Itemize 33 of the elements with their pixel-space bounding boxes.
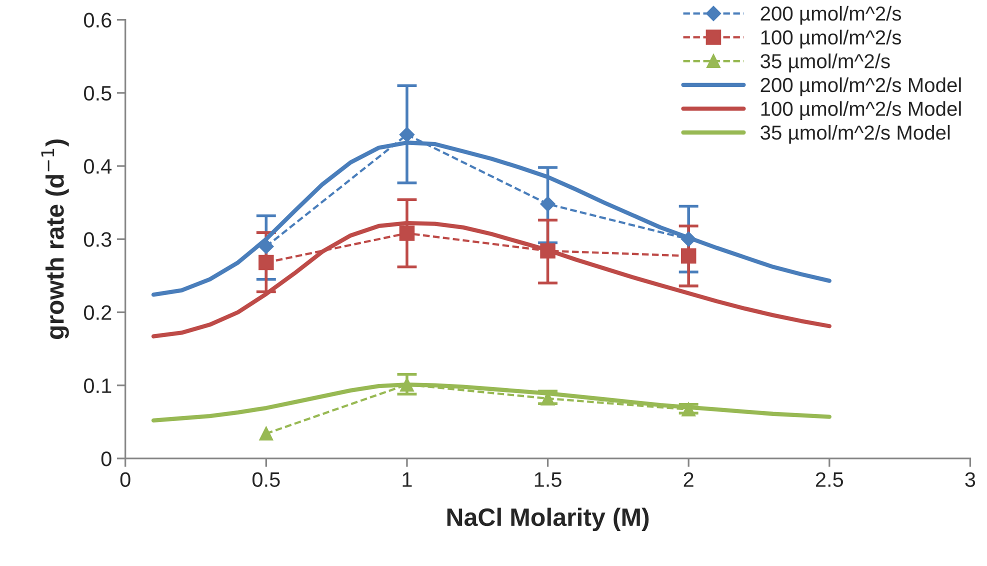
x-tick-label: 0: [120, 472, 130, 487]
point: [681, 232, 696, 247]
y-tick-label: 0: [101, 451, 112, 466]
point: [258, 238, 274, 254]
point: [540, 243, 556, 258]
point: [259, 426, 274, 441]
y-tick-label: 0.4: [84, 159, 112, 174]
legend-label: 200 µmol/m^2/s: [760, 6, 902, 25]
x-tick-label: 2.5: [816, 472, 844, 487]
legend-label: 35 µmol/m^2/s Model: [760, 124, 950, 144]
point: [400, 378, 414, 392]
x-axis-title: NaCl Molarity (M): [447, 508, 649, 532]
y-tick-label: 0.3: [84, 232, 112, 247]
y-tick-label: 0.1: [84, 378, 112, 394]
legend-label: 100 µmol/m^2/s: [761, 30, 902, 49]
legend-label: 200 µmol/m^2/s Model: [760, 77, 961, 96]
point: [399, 127, 415, 142]
y-axis-title: growth rate (d$^{−1}$): [41, 140, 69, 339]
legend-label: 100 µmol/m^2/s Model: [761, 101, 961, 120]
x-tick-label: 1.5: [534, 472, 562, 487]
point: [258, 254, 274, 270]
x-tick-label: 2: [684, 472, 694, 487]
x-tick-label: 0.5: [252, 472, 280, 487]
point: [540, 196, 556, 212]
point: [680, 248, 696, 264]
legend-label: 35 µmol/m^2/s: [760, 54, 890, 72]
point: [399, 226, 415, 241]
x-tick-label: 3: [965, 472, 976, 487]
y-tick-label: 0.2: [84, 305, 112, 320]
y-tick-label: 0.6: [84, 12, 112, 28]
y-tick-label: 0.5: [84, 86, 112, 101]
point: [682, 402, 696, 416]
x-tick-label: 1: [402, 472, 412, 487]
